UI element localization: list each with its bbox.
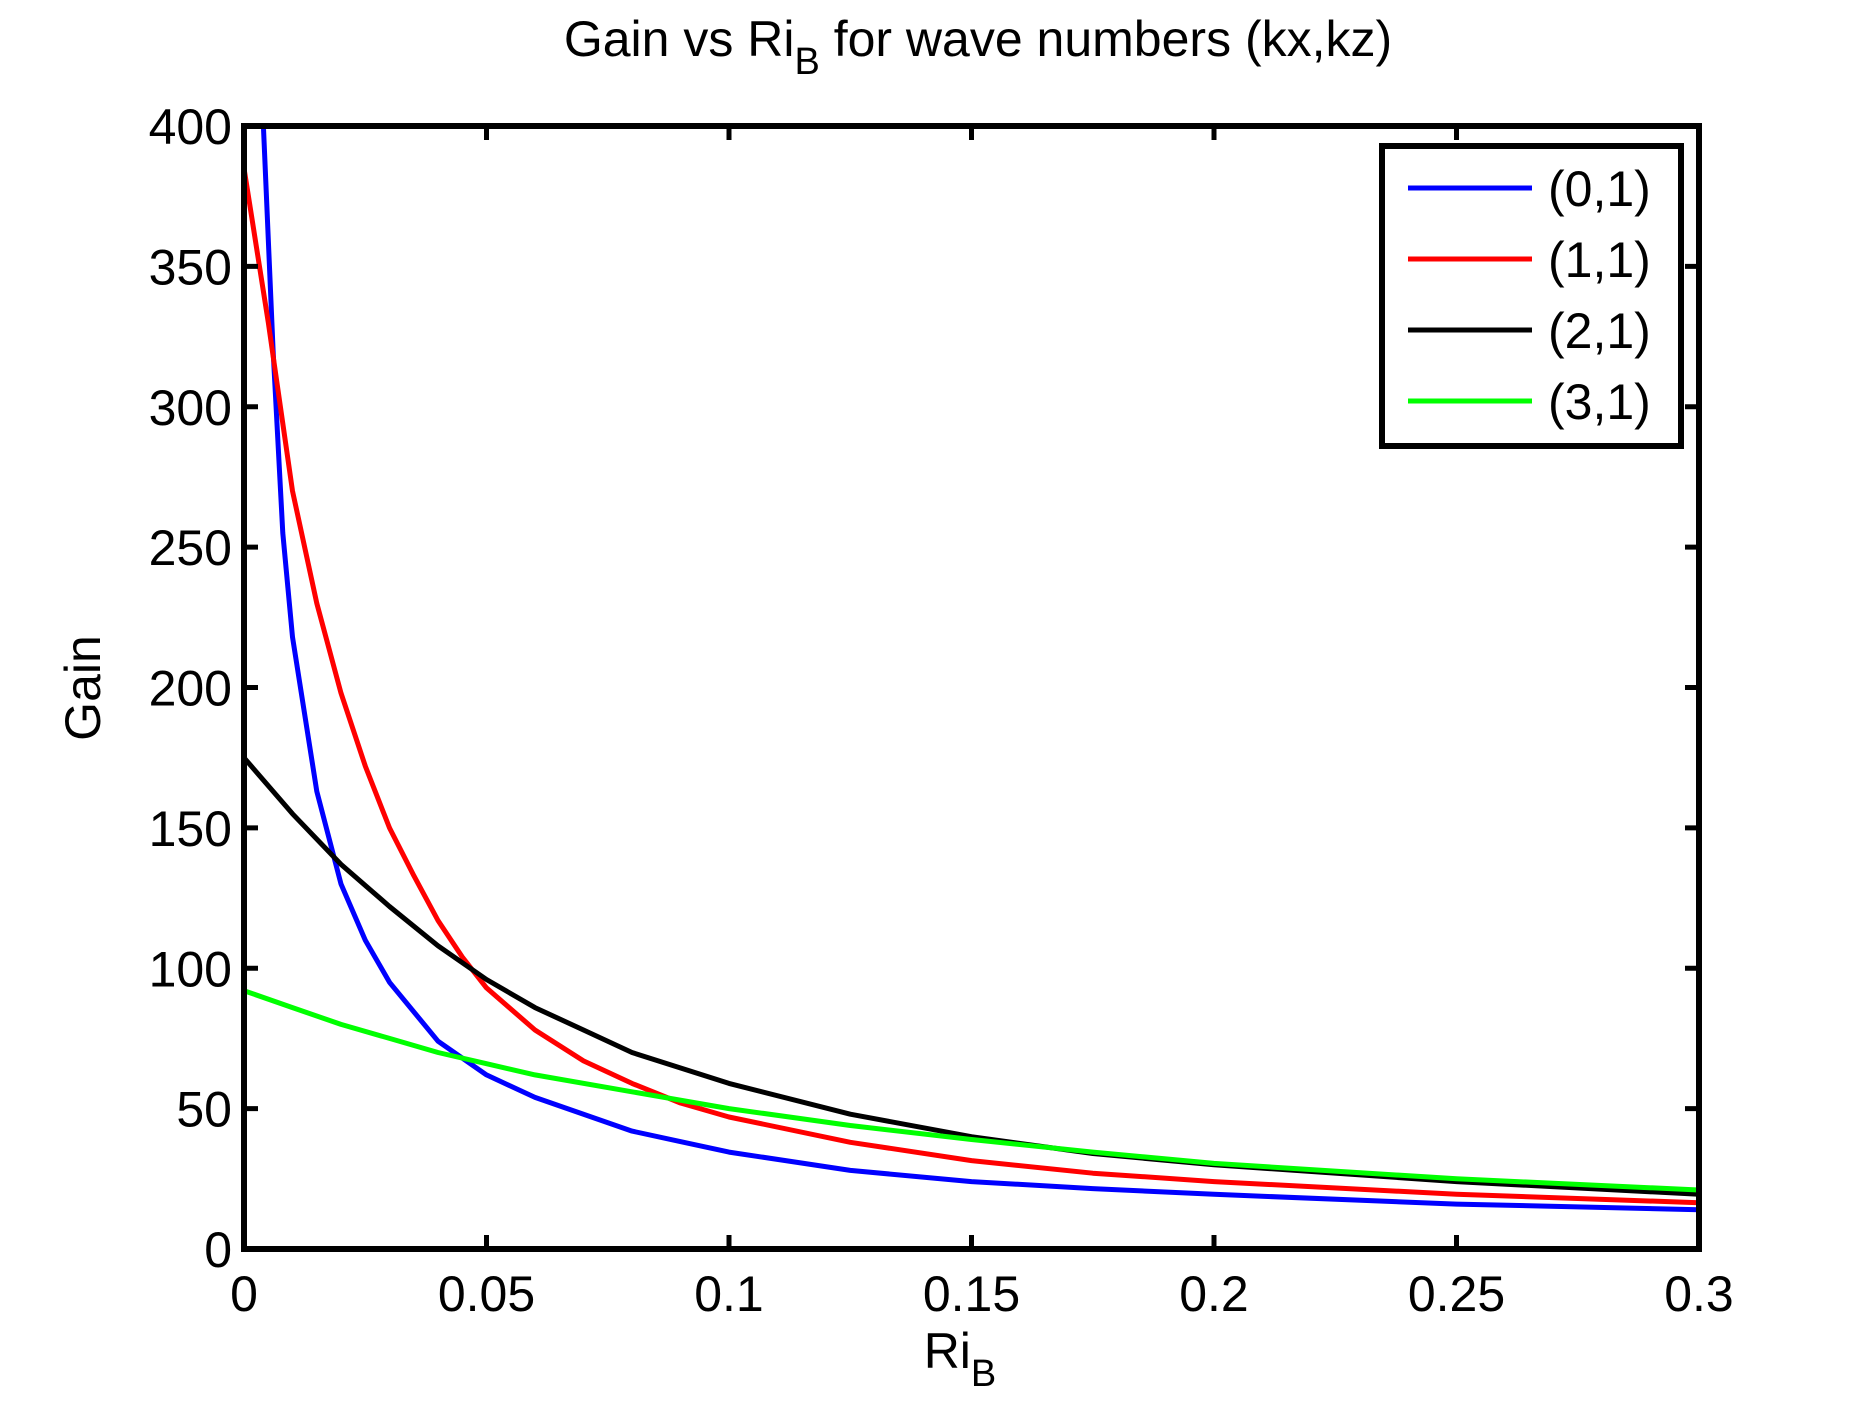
x-tick-label: 0.1 bbox=[694, 1266, 764, 1322]
legend-label: (1,1) bbox=[1548, 232, 1651, 288]
y-tick-label: 400 bbox=[149, 99, 232, 155]
y-tick-label: 300 bbox=[149, 380, 232, 436]
x-tick-label: 0.3 bbox=[1664, 1266, 1734, 1322]
series-line-2 bbox=[244, 756, 1699, 1197]
legend-label: (0,1) bbox=[1548, 161, 1651, 217]
y-tick-label: 100 bbox=[149, 941, 232, 997]
x-tick-label: 0.15 bbox=[923, 1266, 1020, 1322]
series-layer bbox=[244, 126, 1699, 1213]
y-tick-label: 0 bbox=[204, 1222, 232, 1278]
plot-frame bbox=[241, 123, 1702, 1252]
y-axis-label: Gain bbox=[55, 635, 111, 741]
y-tick-label: 150 bbox=[149, 801, 232, 857]
series-line-0 bbox=[260, 126, 1699, 1213]
legend-label: (2,1) bbox=[1548, 303, 1651, 359]
ticks-layer: 0 0.05 0.1 0.15 0.2 0.25 0.3 0 50 100 150 200 250 300… bbox=[149, 99, 1734, 1322]
x-tick-label: 0.2 bbox=[1179, 1266, 1249, 1322]
y-tick-label: 200 bbox=[149, 661, 232, 717]
legend: (0,1) (1,1) (2,1) (3,1) bbox=[1379, 143, 1684, 449]
legend-label: (3,1) bbox=[1548, 374, 1651, 430]
y-tick-label: 250 bbox=[149, 520, 232, 576]
x-tick-label: 0 bbox=[230, 1266, 258, 1322]
y-tick-label: 50 bbox=[176, 1082, 232, 1138]
y-tick-label: 350 bbox=[149, 239, 232, 295]
series-line-1 bbox=[244, 167, 1699, 1206]
x-tick-label: 0.05 bbox=[438, 1266, 535, 1322]
x-axis-label: RiB bbox=[924, 1323, 997, 1395]
chart-title: Gain vs RiB for wave numbers (kx,kz) bbox=[564, 11, 1392, 83]
x-tick-label: 0.25 bbox=[1408, 1266, 1505, 1322]
series-line-3 bbox=[244, 988, 1699, 1193]
legend-box bbox=[1379, 143, 1684, 449]
